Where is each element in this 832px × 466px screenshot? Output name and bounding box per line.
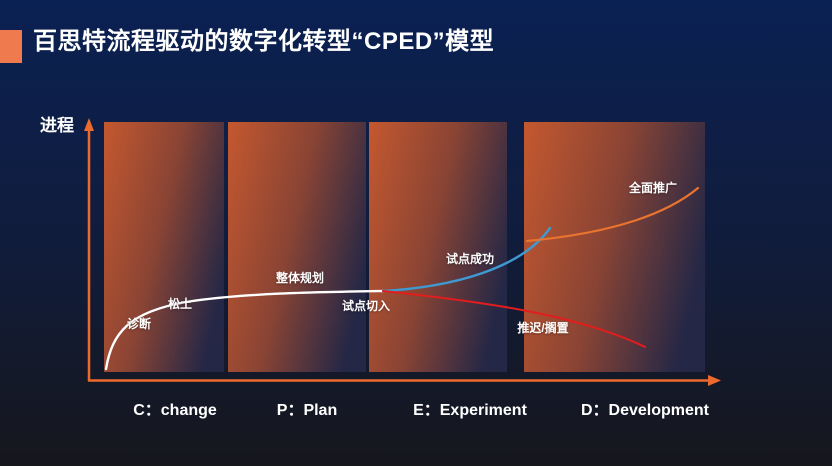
annotation-overall-planning: 整体规划 xyxy=(275,271,325,285)
annotation-full-rollout: 全面推广 xyxy=(628,181,678,195)
stage-bar-change xyxy=(104,122,224,372)
stage-label-experiment: E：Experiment xyxy=(413,402,527,419)
title-accent-bar xyxy=(0,30,22,63)
annotation-postpone-shelve: 推迟/搁置 xyxy=(517,321,569,335)
stage-label-development: D：Development xyxy=(580,402,710,419)
stage-label-change: C：change xyxy=(133,402,217,419)
stage-label-plan: P：Plan xyxy=(276,402,338,419)
page-title: 百思特流程驱动的数字化转型“CPED”模型 xyxy=(33,28,495,55)
y-axis-arrowhead xyxy=(84,118,94,131)
x-axis-arrowhead xyxy=(708,375,721,386)
stage-bar-plan xyxy=(228,122,366,372)
annotation-soil-loosening: 松土 xyxy=(167,297,193,311)
stage-bar-experiment xyxy=(369,122,507,372)
annotation-pilot-entry: 试点切入 xyxy=(341,299,391,313)
annotation-pilot-success: 试点成功 xyxy=(445,252,495,266)
y-axis-label: 进程 xyxy=(40,116,74,135)
annotation-diagnosis: 诊断 xyxy=(126,317,152,331)
